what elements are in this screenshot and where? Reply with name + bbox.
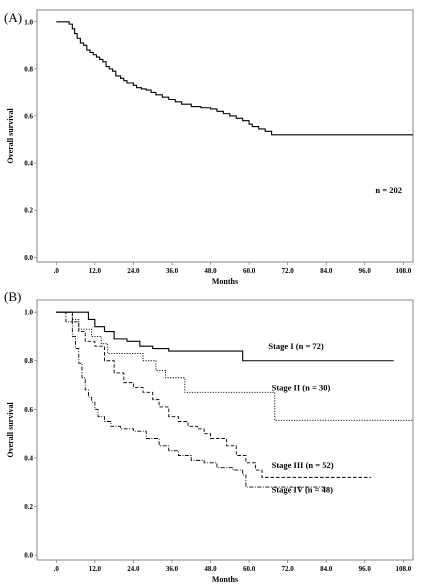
x-tick-label: 96.0 xyxy=(359,267,372,275)
y-tick-label: 0.8 xyxy=(24,357,33,365)
x-tick-label: 36.0 xyxy=(166,267,179,275)
x-tick-label: 108.0 xyxy=(395,565,411,573)
y-tick-label: 1.0 xyxy=(24,309,33,317)
y-tick-label: 0.6 xyxy=(24,112,33,120)
y-tick-label: 0.4 xyxy=(24,160,33,168)
survival-curve-stage-i xyxy=(56,311,394,362)
panel-a: (A) 0.0 0.2 0.4 0.6 0.8 1.0 .0 12.0 24.0 36.0 48.0 6… xyxy=(4,9,414,286)
x-tick-label: 60.0 xyxy=(243,565,256,573)
series-label: Stage III (n = 52) xyxy=(272,460,334,470)
x-axis-title: Months xyxy=(212,575,238,584)
plot-frame xyxy=(36,9,414,263)
x-tick-label: 48.0 xyxy=(204,565,217,573)
y-axis-title: Overall survival xyxy=(6,108,15,164)
y-tick-label: 1.0 xyxy=(24,18,33,26)
panel-label: (A) xyxy=(4,10,22,25)
x-axis-title: Months xyxy=(212,277,238,286)
x-tick-label: 12.0 xyxy=(89,267,102,275)
x-tick-label: 84.0 xyxy=(320,565,333,573)
y-tick-label: 0.2 xyxy=(24,207,33,215)
series-label: Stage I (n = 72) xyxy=(268,341,324,351)
x-tick-label: 36.0 xyxy=(166,565,179,573)
y-tick-label: 0.8 xyxy=(24,65,33,73)
x-tick-label: .0 xyxy=(54,565,60,573)
x-tick-label: 72.0 xyxy=(282,565,295,573)
panel-label: (B) xyxy=(4,289,21,304)
y-tick-label: 0.4 xyxy=(24,454,33,462)
series-label: Stage IV (n = 48) xyxy=(272,485,334,495)
panel-b: (B) 0.0 0.2 0.4 0.6 0.8 1.0 .0 12.0 24.0 36.0 48.0 6… xyxy=(4,289,414,584)
x-tick-label: 24.0 xyxy=(127,267,140,275)
x-tick-label: 84.0 xyxy=(320,267,333,275)
x-tick-label: .0 xyxy=(54,267,60,275)
y-tick-label: 0.0 xyxy=(24,254,33,262)
y-tick-label: 0.2 xyxy=(24,503,33,511)
series-label: Stage II (n = 30) xyxy=(272,382,331,392)
x-tick-label: 12.0 xyxy=(89,565,102,573)
y-tick-label: 0.0 xyxy=(24,552,33,560)
x-tick-label: 72.0 xyxy=(282,267,295,275)
x-tick-label: 108.0 xyxy=(395,267,411,275)
survival-curve-stage-iv xyxy=(56,311,327,488)
x-tick-label: 96.0 xyxy=(359,565,372,573)
survival-curve-stage-ii xyxy=(56,311,413,421)
survival-curve-overall xyxy=(56,21,413,136)
sample-size-annotation: n = 202 xyxy=(375,185,402,195)
plot-frame xyxy=(36,299,414,561)
y-tick-label: 0.6 xyxy=(24,406,33,414)
x-tick-label: 60.0 xyxy=(243,267,256,275)
x-tick-label: 48.0 xyxy=(204,267,217,275)
survival-curve-stage-iii xyxy=(56,311,372,478)
x-tick-label: 24.0 xyxy=(127,565,140,573)
y-axis-title: Overall survival xyxy=(6,402,15,458)
